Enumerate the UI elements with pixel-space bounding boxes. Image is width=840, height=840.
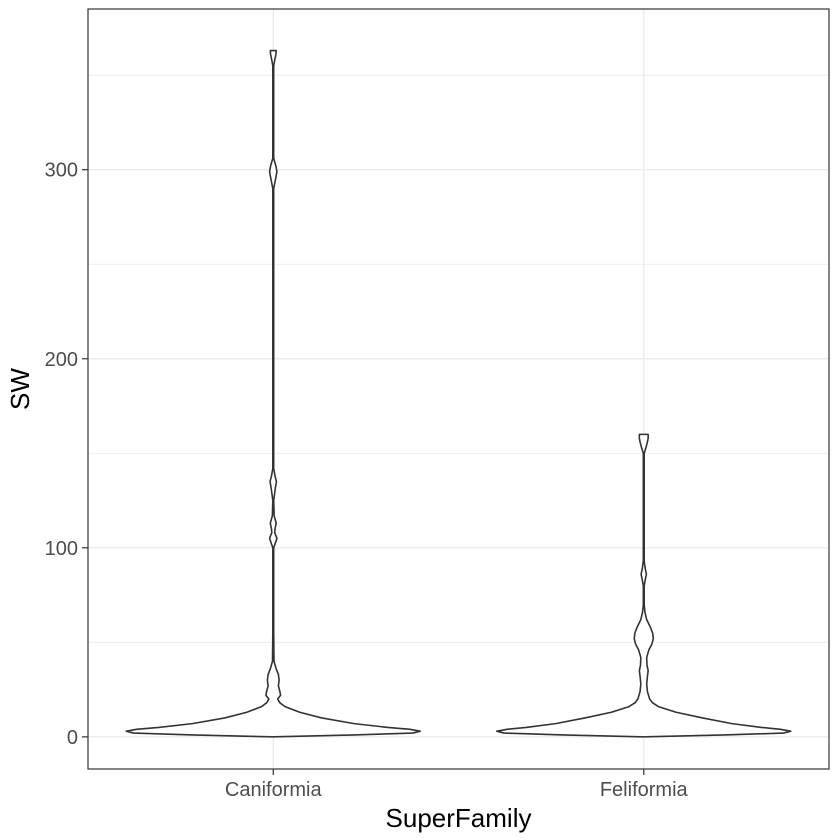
axis-ticks: 0 100 200 300 Caniformia Feliformia (45, 160, 689, 801)
y-tick-label: 200 (45, 349, 78, 371)
violins (125, 49, 792, 738)
x-tick-label: Caniformia (225, 779, 323, 801)
y-tick-label: 0 (67, 727, 78, 749)
violin-feliformia (495, 433, 792, 738)
y-tick-label: 100 (45, 538, 78, 560)
y-tick-label: 300 (45, 160, 78, 182)
y-axis-title: SW (5, 368, 35, 410)
x-tick-label: Feliformia (600, 779, 689, 801)
violin-caniformia (125, 49, 422, 738)
panel-border (87, 8, 830, 770)
x-axis-title: SuperFamily (386, 803, 532, 833)
